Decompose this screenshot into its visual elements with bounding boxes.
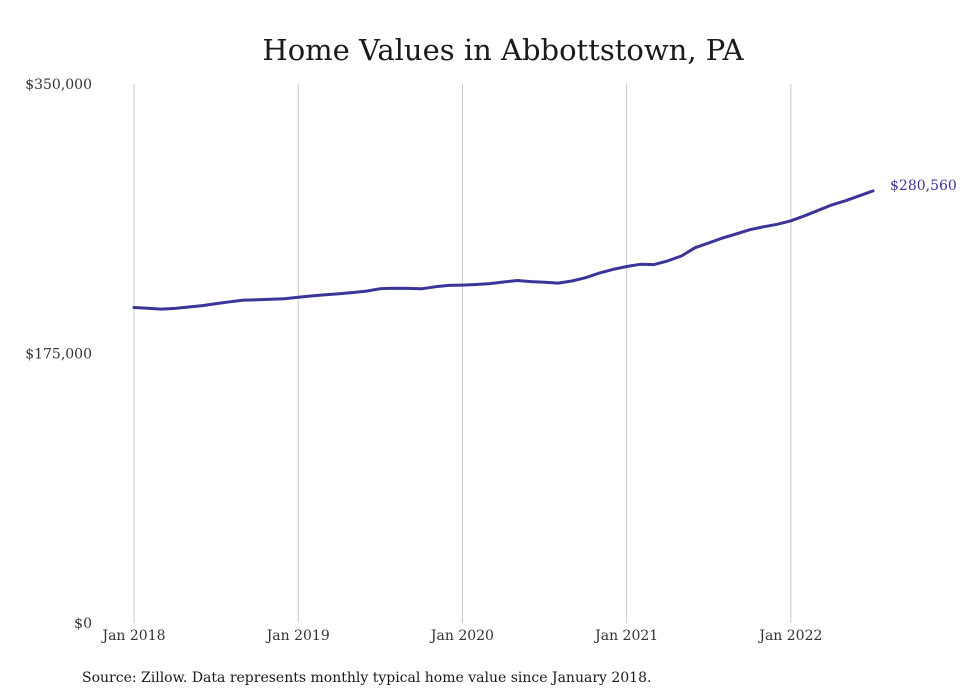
x-tick-label: Jan 2020 [429, 628, 494, 644]
series-group: $280,560 [132, 178, 957, 311]
y-tick-label: $0 [74, 616, 92, 632]
x-axis-ticks: Jan 2018 Jan 2019 Jan 2020 Jan 2021 Jan 2022 [100, 628, 822, 644]
chart-title: Home Values in Abbottstown, PA [262, 33, 744, 67]
end-value-label: $280,560 [890, 178, 957, 194]
x-tick-label: Jan 2019 [265, 628, 330, 644]
series-line [132, 189, 875, 311]
y-tick-label: $350,000 [25, 77, 92, 93]
x-tick-label: Jan 2022 [757, 628, 822, 644]
source-note: Source: Zillow. Data represents monthly … [82, 670, 651, 686]
vertical-gridlines [133, 84, 792, 623]
x-tick-label: Jan 2018 [100, 628, 165, 644]
y-axis-ticks: $350,000 $175,000 $0 [25, 77, 92, 632]
x-tick-label: Jan 2021 [593, 628, 658, 644]
y-tick-label: $175,000 [25, 347, 92, 363]
